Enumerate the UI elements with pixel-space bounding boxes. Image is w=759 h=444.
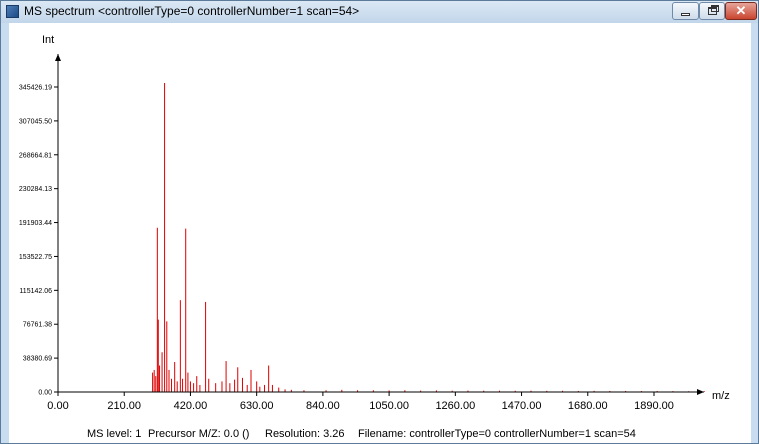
minimize-icon [681,13,690,16]
restore-icon [708,7,717,15]
restore-button[interactable] [699,2,725,20]
x-tick-label: 1890.00 [634,400,674,412]
resolution-status: Resolution: 3.26 [265,428,345,440]
x-tick-label: 1260.00 [435,400,475,412]
spectrum-panel: 0.00 38380.69 76761.38 115142.06 153522.75 19… [9,23,751,443]
ms-level-status: MS level: 1 [87,428,142,440]
peak-series [152,82,705,392]
x-tick-label: 630.00 [240,400,274,412]
x-tick-label: 1680.00 [568,400,608,412]
title-bar[interactable]: MS spectrum <controllerType=0 controller… [1,1,758,23]
y-tick-label: 38380.69 [23,356,52,363]
y-tick-label: 191903.44 [19,220,52,227]
y-tick-label: 0.00 [38,390,52,397]
x-tick-label: 210.00 [107,400,141,412]
y-tick-label: 307045.50 [19,118,52,125]
y-tick-label: 345426.19 [19,85,52,92]
y-axis-arrow [55,54,61,61]
y-tick-label: 230284.13 [19,186,52,193]
y-axis-ticks: 0.00 38380.69 76761.38 115142.06 153522.75 19… [19,85,58,397]
x-tick-label: 840.00 [306,400,340,412]
x-axis-ticks: 0.00 210.00 420.00 630.00 840.00 1050.00 1260.… [47,392,674,412]
app-icon[interactable] [6,5,19,18]
window-title: MS spectrum <controllerType=0 controller… [24,4,360,18]
x-tick-label: 420.00 [174,400,208,412]
y-tick-label: 268664.81 [19,152,52,159]
x-tick-label: 1470.00 [502,400,542,412]
minimize-button[interactable] [672,2,699,20]
x-tick-label: 0.00 [47,400,68,412]
x-tick-label: 1050.00 [369,400,409,412]
x-axis-label: m/z [712,390,730,402]
status-bar: MS level: 1 Precursor M/Z: 0.0 () Resolu… [9,426,751,443]
spectrum-chart[interactable]: 0.00 38380.69 76761.38 115142.06 153522.75 19… [9,23,751,426]
y-tick-label: 153522.75 [19,254,52,261]
x-axis-arrow [697,389,704,395]
close-button[interactable]: ✕ [725,2,757,20]
precursor-status: Precursor M/Z: 0.0 () [148,428,250,440]
y-tick-label: 76761.38 [23,322,52,329]
y-axis-label: Int [42,34,54,46]
filename-status: Filename: controllerType=0 controllerNum… [358,428,636,440]
close-icon: ✕ [735,3,747,18]
y-tick-label: 115142.06 [19,288,52,295]
